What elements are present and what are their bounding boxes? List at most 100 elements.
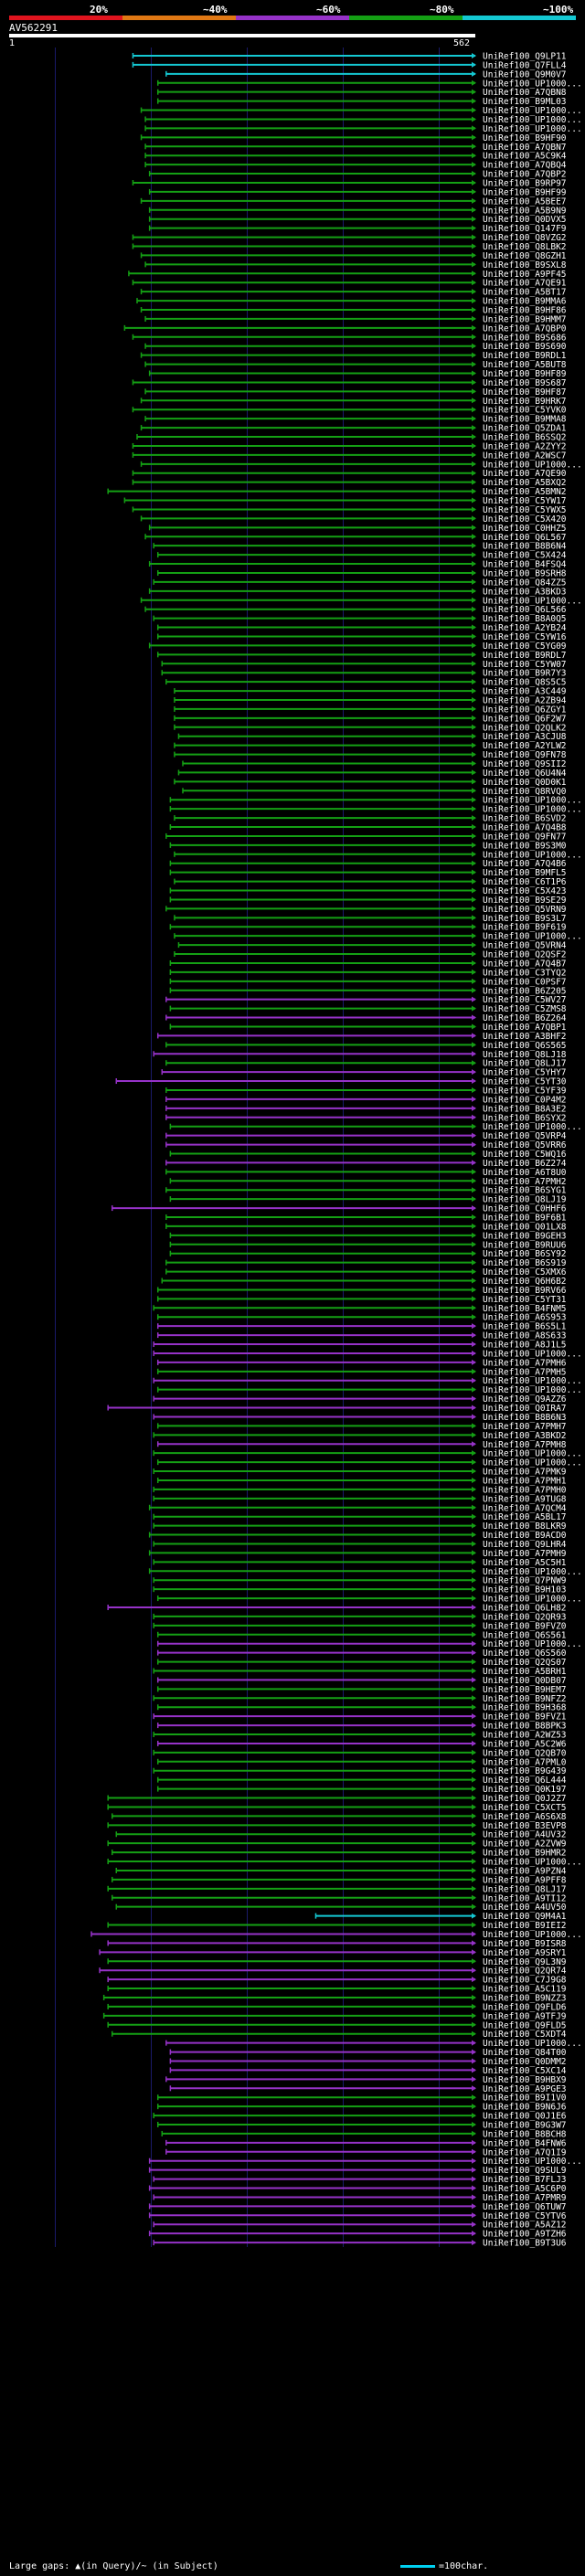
hit-label[interactable]: UniRef100_UP1000... bbox=[483, 932, 582, 942]
hit-label[interactable]: UniRef100_C5X423 bbox=[483, 886, 567, 896]
hit-label[interactable]: UniRef100_C3TYQ2 bbox=[483, 968, 567, 978]
hit-label[interactable]: UniRef100_B9NFZ2 bbox=[483, 1694, 567, 1704]
hit-label[interactable]: UniRef100_C5YW17 bbox=[483, 496, 567, 506]
hit-label[interactable]: UniRef100_UP1000... bbox=[483, 1449, 582, 1459]
hit-label[interactable]: UniRef100_B9HBX9 bbox=[483, 2075, 567, 2085]
hit-label[interactable]: UniRef100_A7QBP0 bbox=[483, 323, 567, 334]
hit-label[interactable]: UniRef100_Q5VRP4 bbox=[483, 1131, 567, 1141]
hit-label[interactable]: UniRef100_B9G439 bbox=[483, 1766, 567, 1776]
hit-label[interactable]: UniRef100_C0HHZ5 bbox=[483, 524, 567, 534]
hit-label[interactable]: UniRef100_A3BKD3 bbox=[483, 587, 567, 597]
hit-label[interactable]: UniRef100_UP1000... bbox=[483, 805, 582, 815]
hit-label[interactable]: UniRef100_A7QE90 bbox=[483, 469, 567, 479]
hit-label[interactable]: UniRef100_C5YW07 bbox=[483, 660, 567, 670]
hit-label[interactable]: UniRef100_UP1000... bbox=[483, 2157, 582, 2167]
hit-label[interactable]: UniRef100_C5X424 bbox=[483, 551, 567, 561]
hit-label[interactable]: UniRef100_A2WZ53 bbox=[483, 1731, 567, 1741]
hit-label[interactable]: UniRef100_Q7FLL4 bbox=[483, 60, 567, 70]
hit-label[interactable]: UniRef100_A9PFF8 bbox=[483, 1875, 567, 1885]
hit-label[interactable]: UniRef100_Q6F2W7 bbox=[483, 714, 567, 724]
hit-label[interactable]: UniRef100_C6T1P6 bbox=[483, 877, 567, 887]
hit-label[interactable]: UniRef100_A7PMH8 bbox=[483, 1440, 567, 1450]
hit-label[interactable]: UniRef100_B9FVZ1 bbox=[483, 1712, 567, 1723]
hit-label[interactable]: UniRef100_C5WV27 bbox=[483, 995, 567, 1005]
hit-label[interactable]: UniRef100_B9HF89 bbox=[483, 369, 567, 379]
hit-label[interactable]: UniRef100_B8BPK3 bbox=[483, 1722, 567, 1732]
hit-label[interactable]: UniRef100_B9HF87 bbox=[483, 387, 567, 398]
hit-label[interactable]: UniRef100_Q6U4N4 bbox=[483, 769, 567, 779]
hit-label[interactable]: UniRef100_C5YT31 bbox=[483, 1295, 567, 1305]
hit-label[interactable]: UniRef100_B6Z264 bbox=[483, 1013, 567, 1023]
hit-label[interactable]: UniRef100_Q8LJ17 bbox=[483, 1059, 567, 1069]
hit-label[interactable]: UniRef100_C0PSF7 bbox=[483, 977, 567, 987]
hit-label[interactable]: UniRef100_C5WQ16 bbox=[483, 1150, 567, 1160]
hit-label[interactable]: UniRef100_A5BEE7 bbox=[483, 196, 567, 207]
hit-label[interactable]: UniRef100_B9G3W7 bbox=[483, 2121, 567, 2131]
hit-label[interactable]: UniRef100_Q8RVQ0 bbox=[483, 787, 567, 797]
hit-label[interactable]: UniRef100_UP1000... bbox=[483, 1385, 582, 1395]
hit-label[interactable]: UniRef100_Q0J1E6 bbox=[483, 2112, 567, 2122]
hit-label[interactable]: UniRef100_B9HF86 bbox=[483, 306, 567, 316]
hit-label[interactable]: UniRef100_C5YTV6 bbox=[483, 2211, 567, 2221]
hit-label[interactable]: UniRef100_C5YHY7 bbox=[483, 1068, 567, 1078]
hit-label[interactable]: UniRef100_A5BRH1 bbox=[483, 1667, 567, 1677]
hit-label[interactable]: UniRef100_A7PMH6 bbox=[483, 1358, 567, 1368]
hit-label[interactable]: UniRef100_B9RV66 bbox=[483, 1286, 567, 1296]
hit-label[interactable]: UniRef100_B6SVD2 bbox=[483, 814, 567, 824]
hit-label[interactable]: UniRef100_A7QBN7 bbox=[483, 143, 567, 153]
hit-label[interactable]: UniRef100_B9IEI2 bbox=[483, 1921, 567, 1931]
hit-label[interactable]: UniRef100_C5YWX5 bbox=[483, 505, 567, 515]
hit-label[interactable]: UniRef100_B9RP97 bbox=[483, 178, 567, 188]
hit-label[interactable]: UniRef100_Q0K197 bbox=[483, 1785, 567, 1795]
hit-label[interactable]: UniRef100_A7Q4B6 bbox=[483, 859, 567, 869]
hit-label[interactable]: UniRef100_B9S3M0 bbox=[483, 841, 567, 851]
hit-label[interactable]: UniRef100_A7PMH9 bbox=[483, 1549, 567, 1559]
hit-label[interactable]: UniRef100_A7Q1I9 bbox=[483, 2147, 567, 2157]
hit-label[interactable]: UniRef100_A3BHF2 bbox=[483, 1032, 567, 1042]
hit-label[interactable]: UniRef100_A5C5H1 bbox=[483, 1558, 567, 1568]
hit-label[interactable]: UniRef100_UP1000... bbox=[483, 1567, 582, 1577]
hit-label[interactable]: UniRef100_Q9M4A1 bbox=[483, 1912, 567, 1922]
hit-label[interactable]: UniRef100_Q5ZDA1 bbox=[483, 424, 567, 434]
hit-label[interactable]: UniRef100_A6S6X8 bbox=[483, 1812, 567, 1822]
hit-label[interactable]: UniRef100_B8BCH8 bbox=[483, 2129, 567, 2139]
hit-label[interactable]: UniRef100_A2YLW2 bbox=[483, 741, 567, 751]
hit-label[interactable]: UniRef100_A9PZN4 bbox=[483, 1866, 567, 1876]
hit-label[interactable]: UniRef100_Q6LH82 bbox=[483, 1603, 567, 1613]
hit-label[interactable]: UniRef100_Q2QB70 bbox=[483, 1748, 567, 1758]
hit-label[interactable]: UniRef100_A5AZ12 bbox=[483, 2221, 567, 2231]
hit-label[interactable]: UniRef100_B8LKR9 bbox=[483, 1521, 567, 1532]
hit-label[interactable]: UniRef100_Q2QLK2 bbox=[483, 723, 567, 733]
hit-label[interactable]: UniRef100_B9HF90 bbox=[483, 133, 567, 143]
hit-label[interactable]: UniRef100_Q6S565 bbox=[483, 1041, 567, 1051]
hit-label[interactable]: UniRef100_B9I1V0 bbox=[483, 2094, 567, 2104]
hit-label[interactable]: UniRef100_UP1000... bbox=[483, 1930, 582, 1940]
hit-label[interactable]: UniRef100_B6SYX2 bbox=[483, 1113, 567, 1123]
hit-label[interactable]: UniRef100_A7PMH0 bbox=[483, 1485, 567, 1495]
hit-label[interactable]: UniRef100_UP1000... bbox=[483, 1595, 582, 1605]
hit-label[interactable]: UniRef100_B9RDL7 bbox=[483, 651, 567, 661]
hit-label[interactable]: UniRef100_Q0DB07 bbox=[483, 1676, 567, 1686]
hit-label[interactable]: UniRef100_C7J9G8 bbox=[483, 1976, 567, 1986]
hit-label[interactable]: UniRef100_B6SYG1 bbox=[483, 1186, 567, 1196]
hit-label[interactable]: UniRef100_UP1000... bbox=[483, 1639, 582, 1649]
hit-label[interactable]: UniRef100_A8S633 bbox=[483, 1331, 567, 1341]
hit-label[interactable]: UniRef100_B9F619 bbox=[483, 923, 567, 933]
hit-label[interactable]: UniRef100_A5B9N9 bbox=[483, 206, 567, 216]
hit-label[interactable]: UniRef100_A7PMH7 bbox=[483, 1422, 567, 1432]
hit-label[interactable]: UniRef100_B9S690 bbox=[483, 342, 567, 352]
hit-label[interactable]: UniRef100_B9S3L7 bbox=[483, 914, 567, 924]
hit-label[interactable]: UniRef100_B9SRH8 bbox=[483, 568, 567, 578]
hit-label[interactable]: UniRef100_A3C449 bbox=[483, 687, 567, 697]
hit-label[interactable]: UniRef100_B9ML03 bbox=[483, 97, 567, 107]
hit-label[interactable]: UniRef100_B6Z274 bbox=[483, 1159, 567, 1169]
hit-label[interactable]: UniRef100_UP1000... bbox=[483, 115, 582, 125]
hit-label[interactable]: UniRef100_Q84ZZ5 bbox=[483, 578, 567, 588]
hit-label[interactable]: UniRef100_B9N6J6 bbox=[483, 2103, 567, 2113]
hit-label[interactable]: UniRef100_A5BL17 bbox=[483, 1512, 567, 1522]
hit-label[interactable]: UniRef100_UP1000... bbox=[483, 124, 582, 134]
hit-label[interactable]: UniRef100_UP1000... bbox=[483, 1376, 582, 1386]
hit-label[interactable]: UniRef100_C5YW16 bbox=[483, 632, 567, 642]
hit-label[interactable]: UniRef100_B9RDL1 bbox=[483, 351, 567, 361]
hit-label[interactable]: UniRef100_Q0DMM2 bbox=[483, 2057, 567, 2067]
